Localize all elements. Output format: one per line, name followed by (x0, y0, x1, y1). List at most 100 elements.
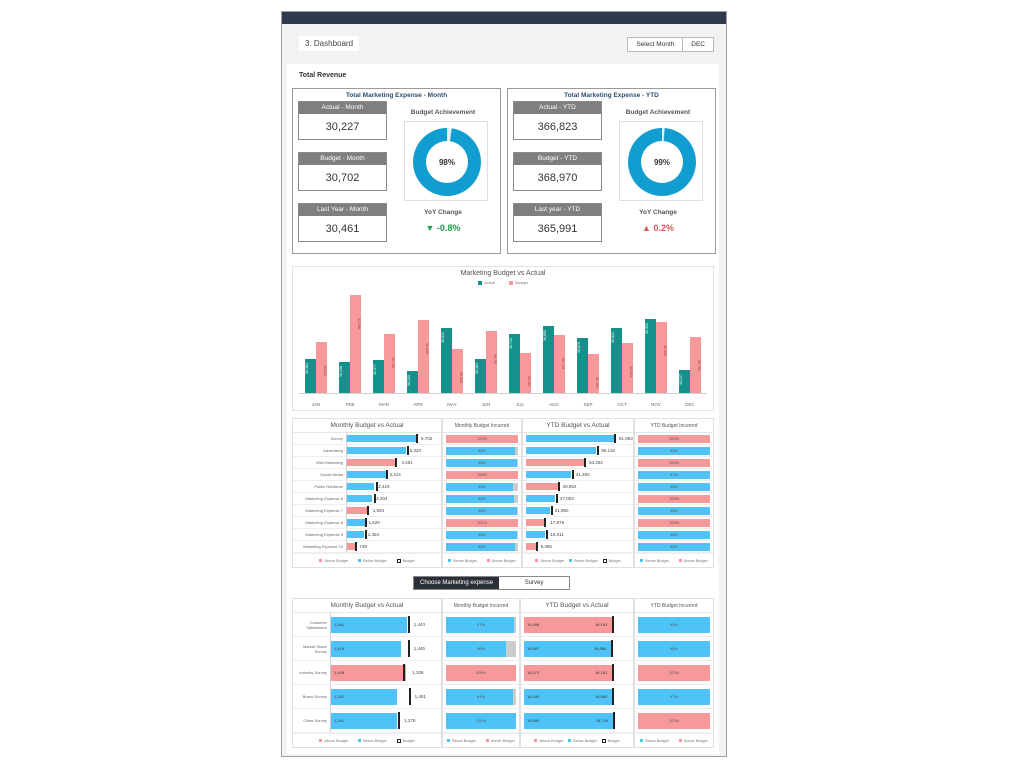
donut-value: 99% (641, 141, 683, 183)
table-row: Marketing Expense 9 1,454 (293, 529, 441, 541)
table-row: 103% (635, 433, 713, 445)
yoy-value: ▲ 0.2% (642, 223, 674, 233)
table-row: Other Survey 1,241 1,276 (293, 709, 441, 733)
table-row: 86% (443, 637, 519, 661)
budget-marker (614, 434, 616, 443)
table-row: 99% (443, 529, 521, 541)
table-row: 21,950 (523, 505, 633, 517)
row-label: Social Media (293, 469, 347, 480)
budget-marker (408, 687, 411, 705)
table-row: 16,189 16,583 (521, 685, 633, 709)
table-row: 100% (635, 457, 713, 469)
incurred-bar: 97% (638, 688, 710, 705)
budget-marker (398, 711, 401, 729)
table-row: 18,011 (523, 529, 633, 541)
table-row: 16,087 16,585 (521, 637, 633, 661)
incurred-bar: 102% (638, 712, 710, 729)
table-row: 99% (635, 613, 713, 637)
below-budget-bar (347, 446, 410, 455)
table-row: Brand Survey 1,202 1,451 (293, 685, 441, 709)
table-row: Advertising 5,320 (293, 445, 441, 457)
incurred-bar: 99% (638, 446, 710, 455)
bar-group-jan: 30,384 30,634 (299, 289, 333, 393)
kpi-month-box: Total Marketing Expense - Month Actual -… (292, 88, 501, 254)
budget-bar: 30,945 (418, 319, 429, 393)
budget-bar: 30,461 (588, 353, 599, 393)
table-legend: Below Budget Above Budget (443, 733, 519, 747)
table-row: 96% (443, 445, 521, 457)
incurred-bar: 97% (638, 470, 710, 479)
card-header: Actual - YTD (514, 102, 601, 114)
x-tick-label: JAN (311, 402, 321, 407)
table-row: 65,118 (523, 445, 633, 457)
incurred-bar: 103% (638, 434, 710, 443)
above-budget-bar (526, 542, 538, 551)
below-budget-bar (347, 530, 367, 539)
above-budget-bar: 16,496 16,193 (524, 615, 615, 633)
table-row: 9,365 (523, 541, 633, 553)
row-label: Other Survey (293, 709, 331, 732)
actual-bar: 30,227 (679, 370, 690, 393)
budget-marker (367, 506, 370, 515)
incurred-bar: 84% (446, 688, 516, 705)
table-legend: Above Budget Below Budget Budget (523, 553, 633, 567)
table-row: 98% (635, 529, 713, 541)
budget-achievement-label: Budget Achievement (410, 109, 476, 116)
above-budget-bar (526, 458, 587, 467)
actual-bar: 30,951 (645, 319, 656, 393)
table-row: 97% (635, 469, 713, 481)
donut-chart-month: 98% (404, 121, 488, 201)
table-title: Monthly Budget Incurred (443, 599, 519, 613)
selected-month-dropdown[interactable]: DEC (691, 41, 705, 48)
below-budget-bar: 1,241 (331, 711, 401, 729)
detail-monthly-budget-incurred: Monthly Budget Incurred 97% 86% 105% 84% 100… (442, 598, 520, 748)
budget-marker (557, 482, 560, 491)
budget-marker (535, 542, 538, 551)
budget-ytd-card: Budget - YTD 368,970 (513, 152, 602, 191)
below-budget-bar (526, 470, 574, 479)
budget-marker (612, 663, 615, 681)
x-tick-label: MAR (379, 402, 389, 407)
budget-marker (407, 615, 410, 633)
row-label: Advertising (293, 445, 347, 456)
budget-bar: 30,467 (520, 353, 531, 393)
donut-ring: 98% (413, 128, 481, 196)
below-budget-bar (347, 482, 378, 491)
sheet-title: 3. Dashboard (299, 36, 360, 51)
incurred-bar: 102% (638, 664, 710, 681)
table-row: 41,460 (523, 469, 633, 481)
budget-marker (546, 530, 549, 539)
budget-marker (364, 530, 367, 539)
incurred-bar: 98% (446, 506, 518, 515)
budget-marker (544, 518, 547, 527)
row-label: Survey (293, 433, 347, 444)
marketing-expense-chooser[interactable]: Choose Marketing expense Survey (413, 576, 571, 590)
budget-bar: 30,787 (486, 330, 497, 393)
bar-group-sep: 30,679 30,461 (571, 289, 605, 393)
row-label: Marketing Expense 6 (293, 493, 347, 504)
chart-title: Marketing Budget vs Actual (460, 270, 546, 277)
table-row: 98% (443, 505, 521, 517)
table-row: Industry Survey 1,408 1,336 (293, 661, 441, 685)
incurred-bar: 98% (638, 542, 710, 551)
month-selector[interactable]: Select Month DEC (627, 37, 714, 52)
actual-ytd-card: Actual - YTD 366,823 (513, 101, 602, 140)
table-row: 99% (635, 445, 713, 457)
chooser-dropdown[interactable]: Survey (499, 577, 570, 589)
table-row: 54,252 (523, 457, 633, 469)
budget-marker (571, 470, 574, 479)
x-tick-label: AUG (549, 402, 559, 407)
actual-bar: 30,831 (441, 327, 452, 393)
monthly-budget-vs-actual: Monthly Budget vs Actual Survey 5,702 Adve… (292, 418, 442, 568)
card-value: 365,991 (537, 223, 578, 235)
donut-chart-ytd: 99% (619, 121, 703, 201)
row-label: Customer Satisfaction (293, 613, 331, 636)
budget-bar: 30,634 (316, 341, 327, 393)
row-label: Industry Survey (293, 661, 331, 684)
card-header: Actual - Month (299, 102, 386, 114)
actual-bar: 30,220 (407, 370, 418, 393)
below-budget-bar: 16,087 16,585 (524, 639, 614, 657)
budget-bar: 30,702 (690, 336, 701, 393)
x-tick-label: JUN (481, 402, 491, 407)
table-row: 106% (443, 469, 521, 481)
